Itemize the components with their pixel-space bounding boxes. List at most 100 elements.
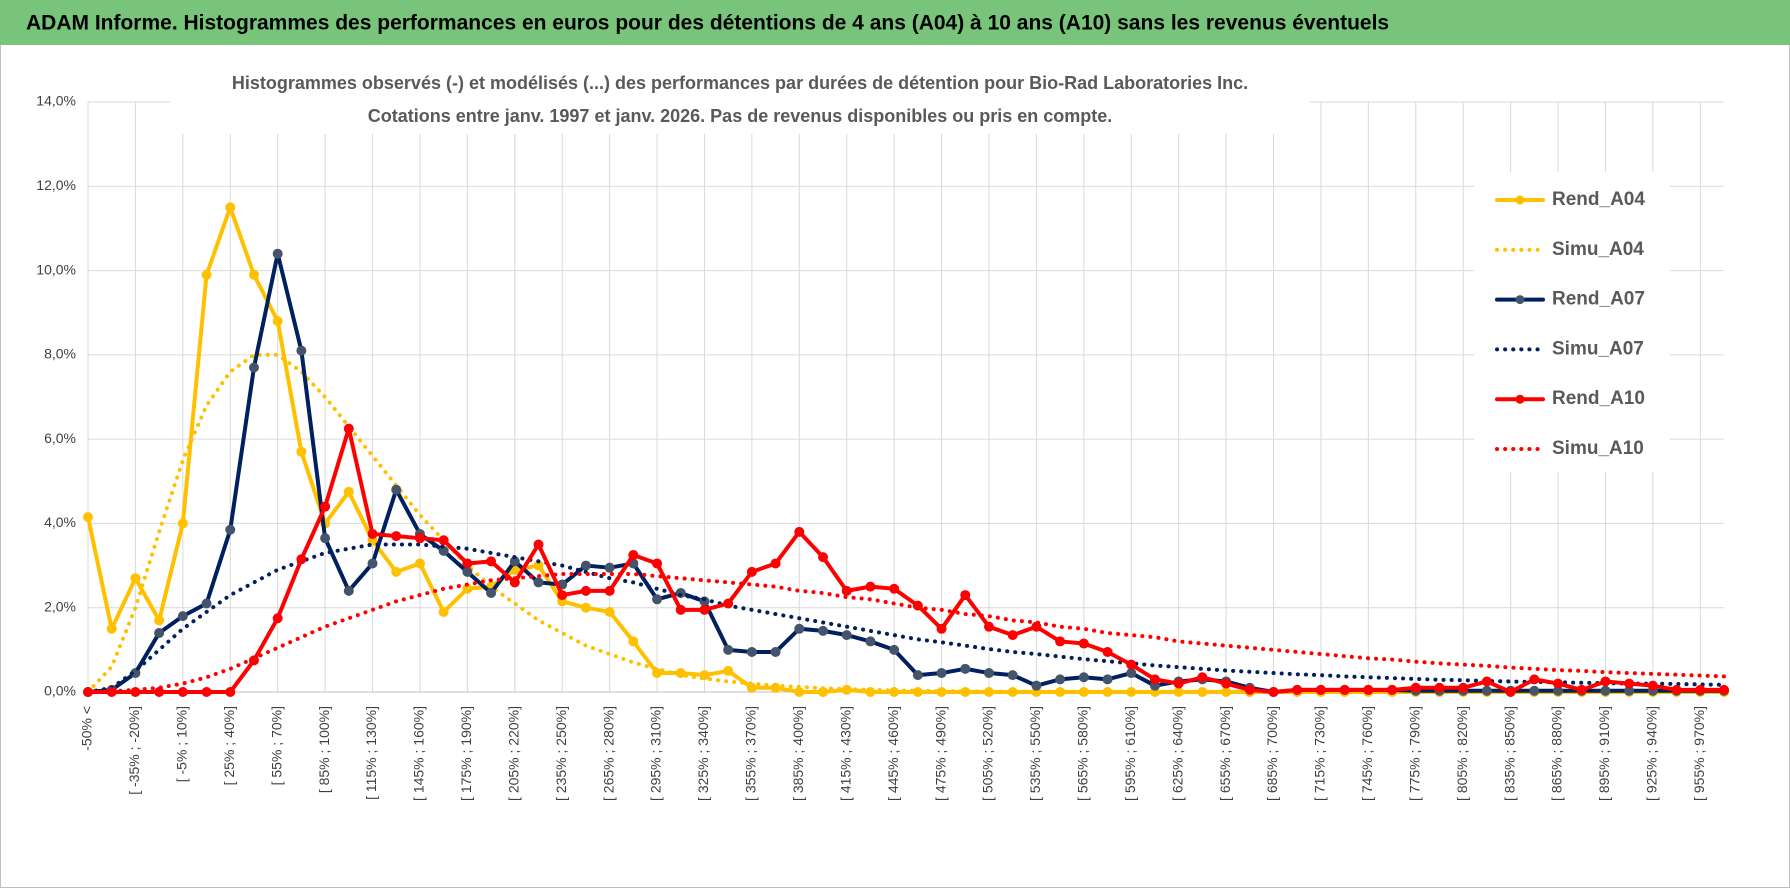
point bbox=[652, 558, 663, 569]
point bbox=[248, 269, 259, 280]
point bbox=[154, 628, 165, 638]
header-title: ADAM Informe. Histogrammes des performan… bbox=[26, 12, 1389, 35]
point bbox=[960, 663, 971, 674]
point bbox=[699, 604, 710, 615]
point bbox=[1529, 685, 1540, 696]
point bbox=[1719, 684, 1729, 695]
point bbox=[604, 585, 615, 596]
point bbox=[1339, 684, 1350, 695]
point bbox=[794, 526, 805, 537]
point bbox=[106, 623, 117, 634]
point bbox=[414, 558, 425, 569]
point bbox=[1102, 674, 1113, 685]
point bbox=[343, 585, 354, 596]
point bbox=[462, 558, 473, 569]
x-tick-label: [ 535% ; 550%] bbox=[1027, 706, 1043, 801]
point bbox=[889, 583, 900, 594]
x-tick-label: [ 895% ; 910%] bbox=[1596, 706, 1612, 801]
point bbox=[1481, 676, 1492, 687]
y-tick-label: 10,0% bbox=[36, 261, 76, 277]
point bbox=[794, 623, 805, 634]
point bbox=[723, 665, 734, 676]
point bbox=[1055, 674, 1066, 685]
point bbox=[723, 644, 734, 655]
x-tick-label: [ 565% ; 580%] bbox=[1075, 706, 1091, 801]
point bbox=[1007, 670, 1018, 681]
x-tick-label: [ 865% ; 880%] bbox=[1549, 706, 1565, 801]
x-tick-label: [ 625% ; 640%] bbox=[1169, 706, 1185, 801]
point bbox=[1363, 684, 1374, 695]
chart-title: Histogrammes observés (-) et modélisés (… bbox=[232, 73, 1248, 93]
point bbox=[628, 550, 639, 561]
point bbox=[960, 590, 971, 601]
point bbox=[1221, 678, 1232, 689]
point bbox=[1387, 684, 1398, 695]
point bbox=[391, 566, 402, 577]
legend-label: Simu_A07 bbox=[1552, 338, 1644, 359]
series-line bbox=[86, 251, 1726, 694]
point bbox=[1126, 659, 1137, 670]
x-tick-label: [ 685% ; 700%] bbox=[1264, 706, 1280, 801]
x-tick-label: [ 355% ; 370%] bbox=[743, 706, 759, 801]
legend-marker bbox=[1515, 394, 1525, 404]
x-tick-label: [ 325% ; 340%] bbox=[695, 706, 711, 801]
point bbox=[533, 539, 544, 550]
point bbox=[1505, 687, 1516, 697]
point bbox=[841, 630, 852, 641]
x-tick-label: [ -5% ; 10%] bbox=[174, 706, 190, 782]
point bbox=[1481, 685, 1492, 696]
point bbox=[604, 606, 615, 617]
point bbox=[391, 484, 402, 495]
chart-subtitle: Cotations entre janv. 1997 et janv. 2026… bbox=[368, 106, 1113, 126]
point bbox=[1315, 684, 1326, 695]
point bbox=[1695, 684, 1706, 695]
series-line bbox=[86, 426, 1726, 694]
point bbox=[1078, 672, 1089, 683]
legend-label: Rend_A10 bbox=[1552, 388, 1645, 409]
point bbox=[486, 587, 497, 598]
point bbox=[841, 585, 852, 596]
point bbox=[1197, 672, 1208, 683]
point bbox=[177, 687, 188, 697]
point bbox=[1647, 680, 1658, 691]
x-tick-label: [ 745% ; 760%] bbox=[1359, 706, 1375, 801]
point bbox=[391, 531, 402, 542]
point bbox=[367, 558, 378, 569]
point bbox=[343, 486, 354, 497]
y-tick-label: 2,0% bbox=[44, 598, 76, 614]
point bbox=[723, 598, 734, 609]
point bbox=[367, 528, 378, 539]
point bbox=[343, 423, 354, 434]
point bbox=[865, 581, 876, 592]
point bbox=[1244, 684, 1255, 695]
point bbox=[865, 636, 876, 647]
x-tick-label: [ 505% ; 520%] bbox=[980, 706, 996, 801]
x-tick-label: [ 115% ; 130%] bbox=[363, 706, 379, 800]
point bbox=[1078, 638, 1089, 649]
point bbox=[1671, 684, 1682, 695]
point bbox=[272, 316, 283, 327]
point bbox=[1410, 682, 1421, 693]
point bbox=[1268, 687, 1279, 697]
point bbox=[818, 625, 829, 636]
point bbox=[1149, 674, 1160, 685]
y-tick-label: 6,0% bbox=[44, 430, 76, 446]
point bbox=[652, 594, 663, 605]
series-line bbox=[86, 352, 1726, 694]
point bbox=[201, 687, 212, 697]
point bbox=[818, 552, 829, 563]
y-tick-label: 8,0% bbox=[44, 346, 76, 362]
x-tick-label: [ 25% ; 40%] bbox=[221, 706, 237, 785]
point bbox=[1553, 678, 1564, 689]
x-tick-label: [ 475% ; 490%] bbox=[932, 706, 948, 801]
point bbox=[462, 566, 473, 577]
point bbox=[889, 687, 900, 697]
point bbox=[225, 524, 236, 535]
x-tick-label: [ 265% ; 280%] bbox=[600, 706, 616, 801]
point bbox=[770, 646, 781, 657]
x-tick-label: [ 235% ; 250%] bbox=[553, 706, 569, 801]
point bbox=[1458, 682, 1469, 693]
point bbox=[1173, 678, 1184, 689]
x-tick-label: [ 655% ; 670%] bbox=[1217, 706, 1233, 801]
point bbox=[794, 687, 805, 697]
